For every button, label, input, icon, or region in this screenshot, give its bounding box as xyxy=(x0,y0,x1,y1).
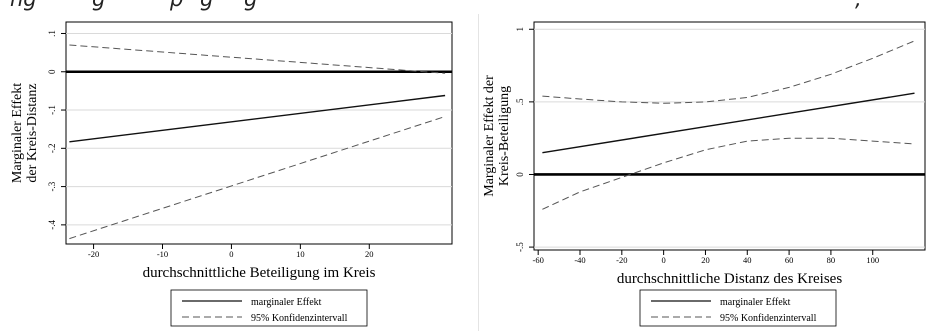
x-tick-label: 10 xyxy=(296,249,305,259)
legend-label-marginal-effect: marginaler Effekt xyxy=(720,297,791,308)
y-tick-label: -.1 xyxy=(47,105,57,115)
caption-fragment: g xyxy=(244,0,257,11)
y-axis-label: Marginaler Effekt der xyxy=(482,75,497,197)
plot-area xyxy=(533,21,926,251)
series-confidence-bound-line xyxy=(69,44,446,74)
caption-fragment: ng xyxy=(10,0,37,11)
chart-panel-left: .1 0 -.1 -.2 -.3 -.4 -20 -10 0 10 20 durchschnittli… xyxy=(0,14,462,331)
y-tick-label: -.5 xyxy=(515,242,525,252)
caption-strip: ng g p g g , xyxy=(0,0,932,16)
x-tick-label: -40 xyxy=(574,255,585,265)
x-axis-label: durchschnittliche Beteiligung im Kreis xyxy=(143,265,376,281)
caption-fragment: g xyxy=(92,0,105,11)
legend-label-confidence-interval: 95% Konfidenzintervall xyxy=(251,313,348,324)
y-axis-label: Marginaler Effekt xyxy=(10,83,25,183)
y-tick-label: 0 xyxy=(515,172,525,177)
x-tick-label: -10 xyxy=(157,249,168,259)
legend-box xyxy=(639,289,837,327)
x-tick-label: 80 xyxy=(827,255,836,265)
x-tick-label: -20 xyxy=(88,249,99,259)
legend-box xyxy=(170,289,368,327)
y-tick-label: .1 xyxy=(47,30,57,37)
series-confidence-bound-line xyxy=(542,137,915,210)
y-tick-label: -.2 xyxy=(47,143,57,153)
chart-left: .1 0 -.1 -.2 -.3 -.4 -20 -10 0 10 20 durchschnittli… xyxy=(10,21,453,327)
x-axis-label: durchschnittliche Distanz des Kreises xyxy=(617,271,843,287)
x-tick-label: 0 xyxy=(662,255,666,265)
x-tick-label: 20 xyxy=(365,249,374,259)
caption-fragment: , xyxy=(855,0,862,11)
chart-panel-right: 1 .5 0 -.5 -60 -40 -20 0 20 40 60 80 100 durchschnitt… xyxy=(478,14,932,331)
chart-right: 1 .5 0 -.5 -60 -40 -20 0 20 40 60 80 100 durchschnitt… xyxy=(482,21,926,327)
x-tick-label: 0 xyxy=(229,249,233,259)
y-tick-label: -.4 xyxy=(47,219,57,229)
y-axis-label: Kreis-Beteiligung xyxy=(497,86,512,186)
caption-fragment: p xyxy=(170,0,183,11)
x-tick-label: -20 xyxy=(616,255,627,265)
legend-label-confidence-interval: 95% Konfidenzintervall xyxy=(720,313,817,324)
y-tick-label: -.3 xyxy=(47,181,57,191)
caption-fragment: g xyxy=(200,0,213,11)
series-marginal-effect-line xyxy=(542,92,915,154)
x-tick-label: 20 xyxy=(701,255,710,265)
y-axis-label: der Kreis-Distanz xyxy=(25,83,40,182)
x-tick-label: 100 xyxy=(866,255,879,265)
x-tick-label: -60 xyxy=(533,255,544,265)
y-tick-label: 1 xyxy=(515,27,525,32)
y-tick-label: 0 xyxy=(47,69,57,74)
y-tick-label: .5 xyxy=(515,98,525,105)
series-marginal-effect-line xyxy=(69,94,446,143)
series-confidence-bound-line xyxy=(542,40,915,104)
x-tick-label: 40 xyxy=(743,255,752,265)
legend-label-marginal-effect: marginaler Effekt xyxy=(251,297,322,308)
x-tick-label: 60 xyxy=(785,255,794,265)
